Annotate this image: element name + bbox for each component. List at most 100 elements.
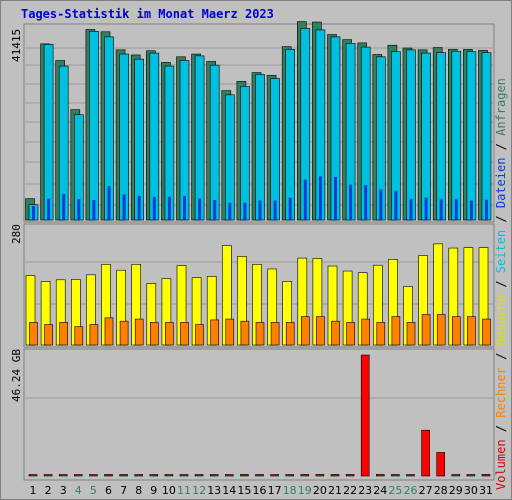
legend-volumen: Volumen bbox=[494, 439, 508, 490]
bar-rechner-26 bbox=[406, 322, 416, 346]
bar-dateien-5 bbox=[92, 200, 96, 220]
bar-seiten-30 bbox=[466, 51, 477, 221]
day-label-27: 27 bbox=[419, 484, 433, 497]
bar-seiten-13 bbox=[209, 64, 220, 221]
bar-volumen-12 bbox=[194, 474, 204, 477]
bar-rechner-14 bbox=[225, 318, 235, 346]
day-label-22: 22 bbox=[343, 484, 357, 497]
bar-dateien-8 bbox=[137, 195, 141, 220]
bar-dateien-4 bbox=[77, 199, 81, 220]
bar-seiten-28 bbox=[436, 52, 447, 221]
legend-seiten: Seiten bbox=[494, 229, 508, 274]
bar-volumen-27 bbox=[421, 429, 430, 477]
bar-volumen-14 bbox=[225, 474, 234, 477]
day-label-26: 26 bbox=[404, 484, 418, 497]
bar-dateien-2 bbox=[47, 198, 51, 220]
day-label-18: 18 bbox=[283, 484, 297, 497]
bar-volumen-31 bbox=[481, 474, 491, 477]
bar-volumen-26 bbox=[406, 474, 415, 477]
top-panel-max-label: 41415 bbox=[10, 28, 23, 62]
legend-dateien: Dateien bbox=[494, 157, 508, 209]
bar-volumen-20 bbox=[315, 474, 325, 477]
day-label-11: 11 bbox=[177, 484, 191, 497]
bar-dateien-20 bbox=[318, 176, 322, 220]
bottom-panel-max-label: 46.24 GB bbox=[10, 349, 23, 402]
bar-rechner-20 bbox=[316, 316, 325, 346]
legend-rechner: Rechner bbox=[494, 367, 508, 418]
bar-volumen-4 bbox=[74, 474, 83, 477]
bar-volumen-7 bbox=[119, 474, 128, 477]
bar-rechner-8 bbox=[134, 318, 144, 346]
bar-dateien-17 bbox=[273, 200, 277, 220]
day-label-3: 3 bbox=[60, 484, 67, 497]
bar-rechner-11 bbox=[180, 322, 189, 346]
bar-dateien-28 bbox=[439, 199, 443, 220]
bar-volumen-24 bbox=[375, 474, 385, 477]
day-label-9: 9 bbox=[150, 484, 157, 497]
day-label-30: 30 bbox=[464, 484, 478, 497]
bar-dateien-23 bbox=[364, 185, 368, 220]
bar-dateien-7 bbox=[122, 194, 126, 220]
bar-volumen-5 bbox=[89, 474, 98, 477]
bar-volumen-17 bbox=[270, 474, 279, 477]
day-label-25: 25 bbox=[388, 484, 402, 497]
bar-seiten-31 bbox=[481, 52, 492, 221]
bar-dateien-21 bbox=[334, 176, 337, 220]
bar-dateien-10 bbox=[167, 196, 171, 220]
bar-rechner-1 bbox=[29, 322, 38, 346]
bar-dateien-19 bbox=[303, 179, 307, 220]
bar-seiten-5 bbox=[89, 31, 99, 221]
bar-rechner-19 bbox=[300, 316, 310, 346]
day-label-5: 5 bbox=[90, 484, 97, 497]
day-label-31: 31 bbox=[479, 484, 493, 497]
bar-volumen-15 bbox=[240, 474, 249, 477]
bar-rechner-9 bbox=[150, 322, 159, 346]
bottom-panel-frame bbox=[23, 348, 495, 481]
bar-dateien-15 bbox=[243, 202, 247, 220]
bar-seiten-9 bbox=[149, 52, 160, 221]
day-label-20: 20 bbox=[313, 484, 327, 497]
bar-volumen-9 bbox=[149, 474, 159, 477]
day-label-23: 23 bbox=[358, 484, 372, 497]
bar-dateien-14 bbox=[228, 202, 232, 220]
day-label-4: 4 bbox=[75, 484, 82, 497]
bar-volumen-19 bbox=[300, 474, 310, 477]
bar-dateien-13 bbox=[213, 200, 217, 220]
day-label-1: 1 bbox=[30, 484, 37, 497]
bar-dateien-6 bbox=[107, 186, 111, 220]
legend-separator: / bbox=[494, 135, 508, 158]
bar-dateien-9 bbox=[152, 196, 156, 220]
bar-dateien-3 bbox=[62, 194, 66, 220]
day-label-15: 15 bbox=[237, 484, 251, 497]
day-label-13: 13 bbox=[207, 484, 221, 497]
bar-rechner-2 bbox=[44, 324, 53, 346]
bar-volumen-8 bbox=[134, 474, 143, 477]
bar-rechner-4 bbox=[74, 326, 84, 346]
bar-dateien-22 bbox=[349, 184, 353, 220]
bar-rechner-13 bbox=[210, 319, 219, 346]
bar-rechner-10 bbox=[165, 322, 174, 346]
bar-seiten-27 bbox=[421, 52, 431, 221]
bar-seiten-14 bbox=[225, 94, 235, 221]
bar-rechner-31 bbox=[482, 318, 491, 346]
bar-seiten-17 bbox=[270, 78, 280, 221]
bar-volumen-30 bbox=[466, 474, 476, 477]
bar-rechner-6 bbox=[104, 317, 114, 346]
bar-rechner-17 bbox=[270, 322, 280, 346]
bar-seiten-15 bbox=[240, 86, 250, 221]
bar-rechner-21 bbox=[331, 320, 340, 346]
bar-dateien-18 bbox=[288, 197, 292, 220]
bar-dateien-16 bbox=[258, 200, 262, 220]
bar-volumen-13 bbox=[209, 474, 219, 477]
bar-rechner-18 bbox=[285, 322, 295, 346]
day-label-8: 8 bbox=[135, 484, 142, 497]
legend-separator: / bbox=[494, 417, 508, 440]
bar-dateien-11 bbox=[183, 195, 186, 220]
day-label-6: 6 bbox=[105, 484, 112, 497]
day-label-7: 7 bbox=[120, 484, 127, 497]
day-label-12: 12 bbox=[192, 484, 206, 497]
day-label-24: 24 bbox=[373, 484, 387, 497]
day-label-19: 19 bbox=[298, 484, 312, 497]
chart-title: Tages-Statistik im Monat Maerz 2023 bbox=[21, 7, 274, 21]
bar-volumen-10 bbox=[164, 474, 174, 477]
